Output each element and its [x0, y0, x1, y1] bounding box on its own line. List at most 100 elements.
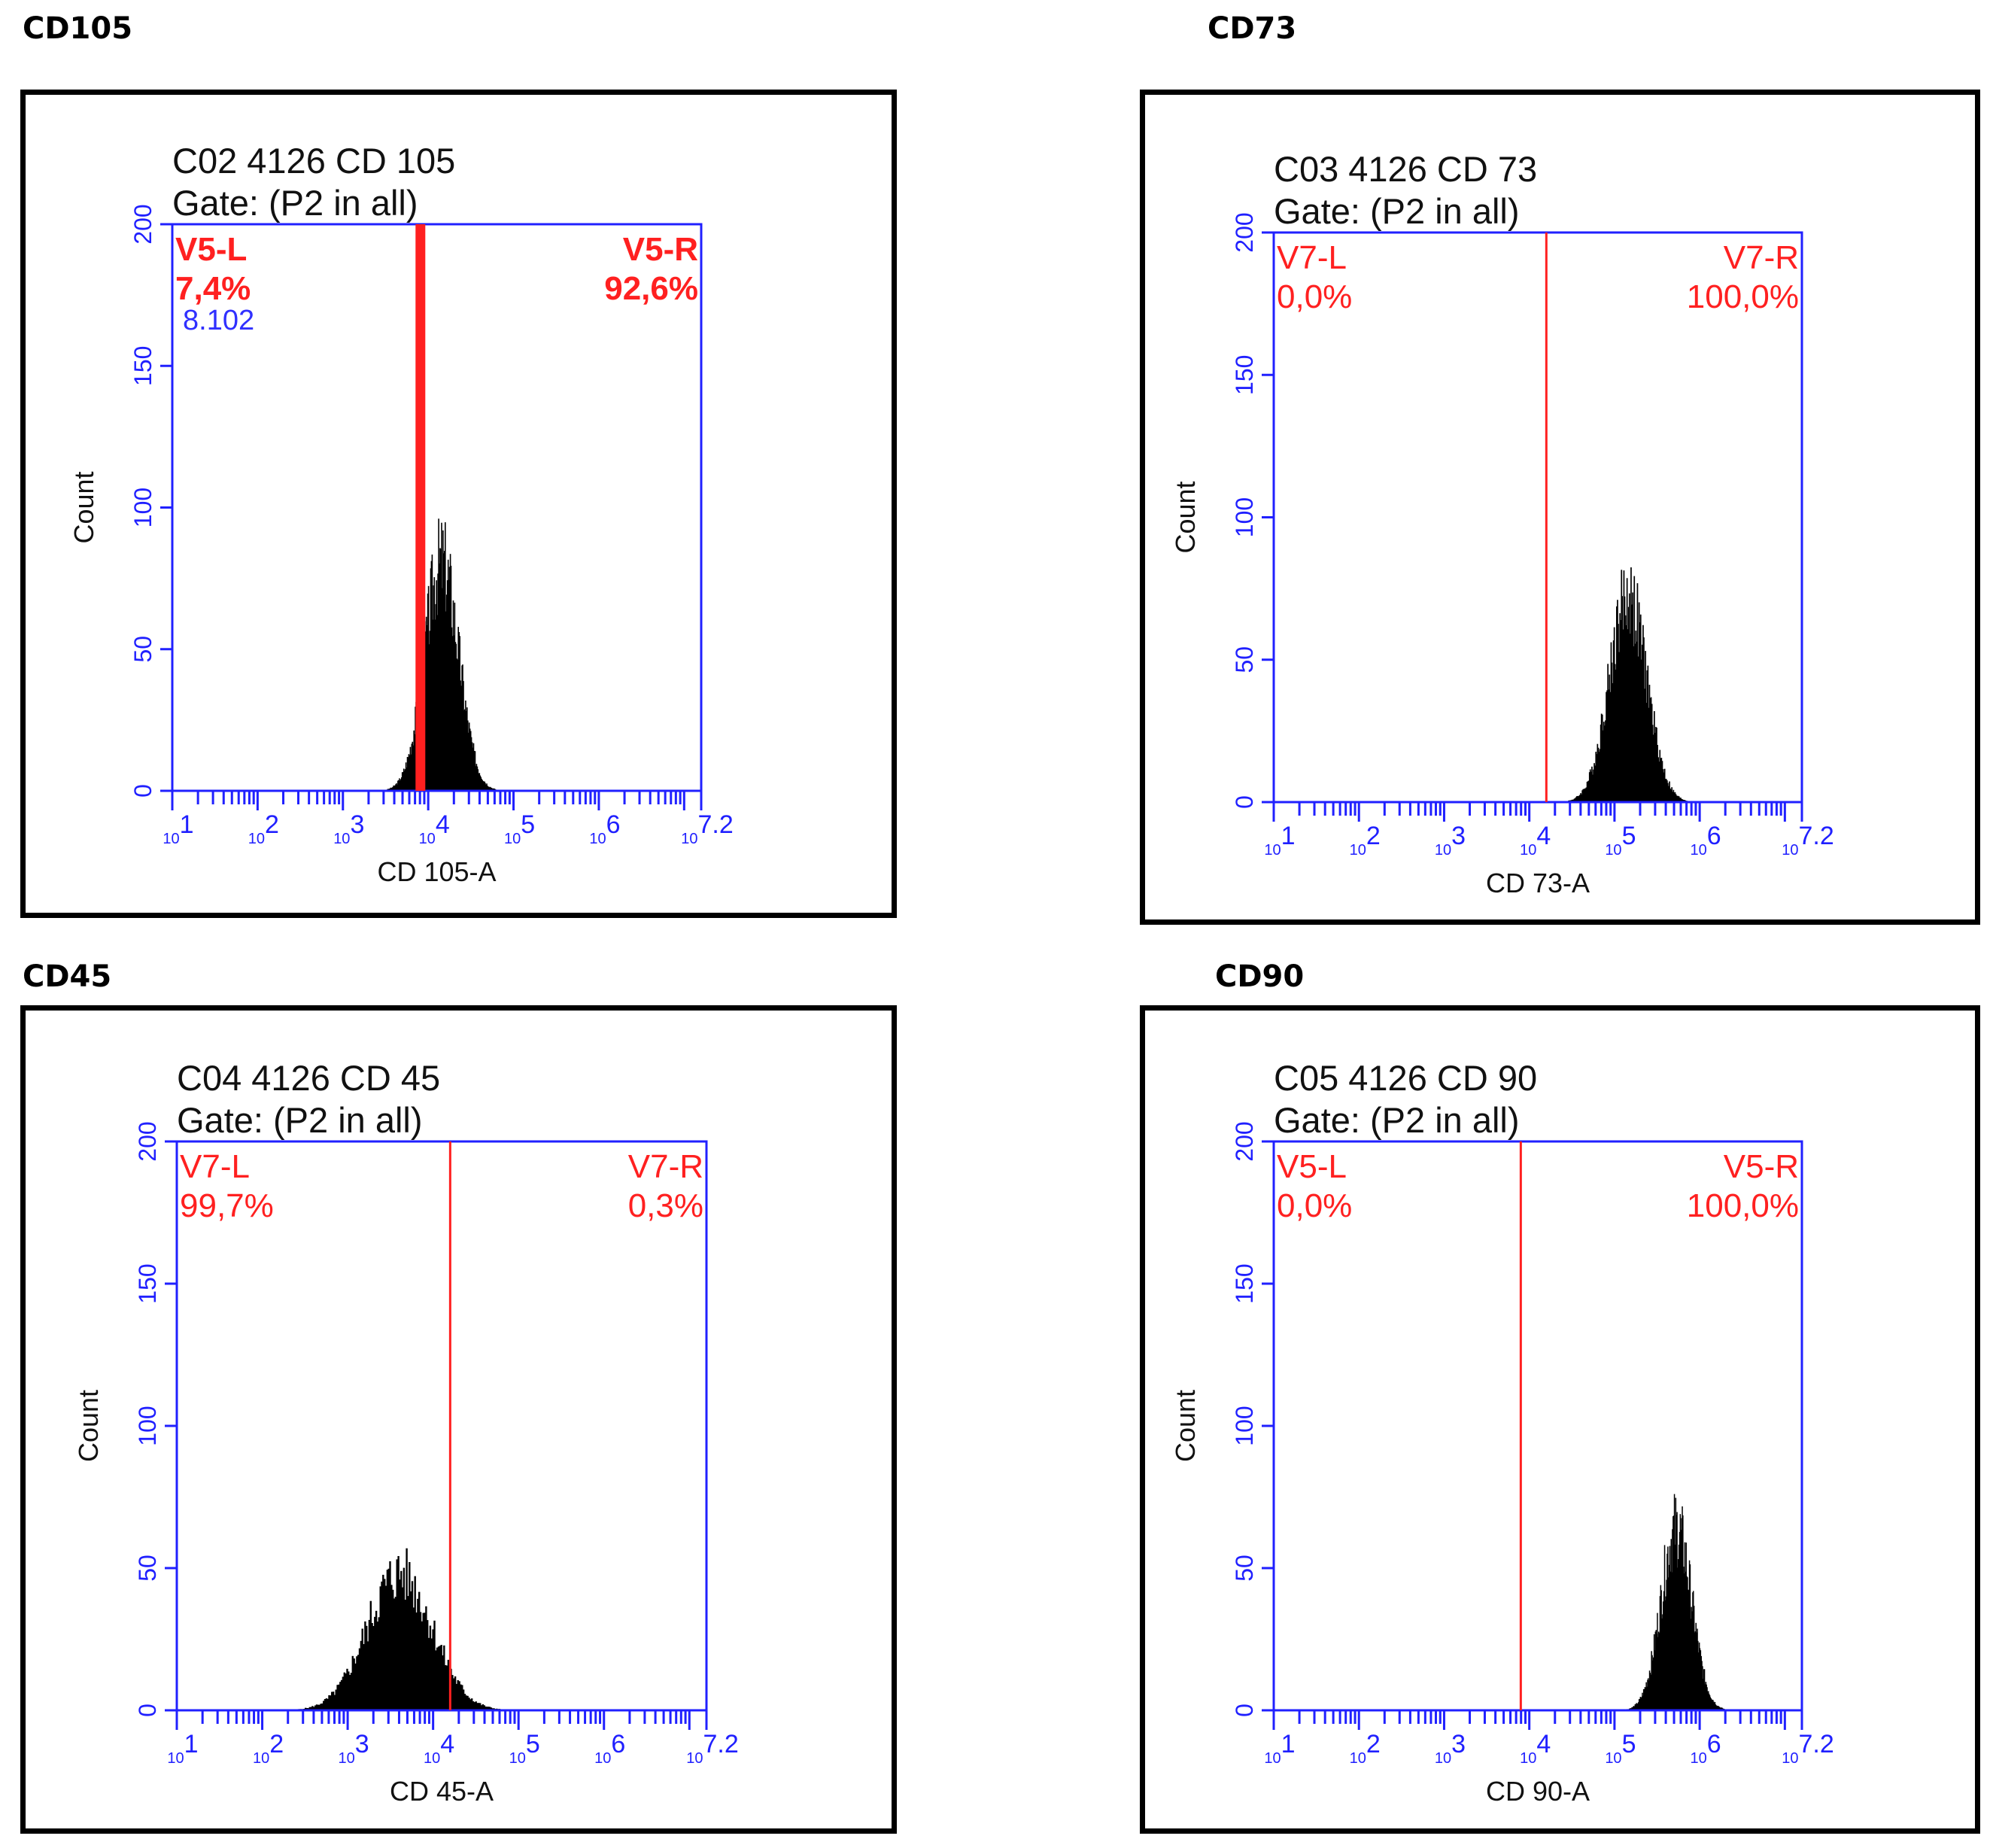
histogram-bin [466, 707, 468, 791]
histogram-bin [478, 773, 480, 791]
histogram-bin [1671, 787, 1672, 802]
histogram-bin [369, 1600, 372, 1710]
panel-cd105: C02 4126 CD 105 Gate: (P2 in all) 0 50 100 15… [20, 90, 897, 918]
histogram-bin [342, 1676, 345, 1710]
histogram-bin [421, 1621, 424, 1710]
histogram-bin [1709, 1697, 1712, 1710]
y-tick-label: 100 [129, 488, 156, 527]
histogram-bin [1648, 1678, 1649, 1710]
histogram-bin [486, 1707, 488, 1710]
histogram-bin [1711, 1699, 1712, 1710]
histogram-bin [360, 1640, 363, 1710]
x-tick-label: 106 [1691, 822, 1721, 859]
x-tick-label: 107.2 [1782, 822, 1834, 859]
histogram-bin [1596, 754, 1598, 802]
histogram-bin [411, 743, 413, 791]
x-tick-label: 102 [253, 1730, 284, 1767]
histogram-bin [400, 1570, 403, 1710]
histogram-bin [346, 1668, 348, 1710]
gate-name-right: V7-R [1724, 239, 1799, 276]
histogram-bin [1610, 642, 1612, 802]
histogram-bin [317, 1704, 319, 1710]
histogram-bin [1703, 1669, 1705, 1710]
histogram-bin [482, 780, 484, 791]
y-tick-label: 50 [1231, 1555, 1258, 1582]
histogram-bin [454, 642, 457, 791]
histogram-bin [427, 1637, 430, 1710]
histogram-bin [331, 1691, 333, 1710]
histogram-bin [490, 786, 491, 791]
histogram-bin [476, 766, 479, 791]
histogram-bin [393, 785, 395, 791]
histogram-bin [1593, 769, 1594, 802]
histogram-bin [1679, 798, 1681, 802]
histogram-bin [1580, 793, 1581, 802]
histogram-bin [1658, 761, 1660, 802]
histogram-bin [1659, 1596, 1661, 1710]
histogram-bin [392, 1589, 394, 1710]
histogram-bin [1632, 592, 1633, 802]
gate-value: 8.102 [183, 305, 254, 336]
histogram-bin [452, 600, 454, 791]
histogram-bin [348, 1675, 351, 1710]
histogram-bin [1655, 1630, 1657, 1710]
histogram-bin [1582, 789, 1584, 802]
histogram-bin [1619, 612, 1621, 802]
histogram-bin [465, 701, 466, 791]
y-tick-label: 200 [1231, 212, 1258, 252]
histogram-bin [382, 1574, 384, 1710]
histogram-bin [1627, 606, 1630, 802]
histogram-bin [477, 769, 479, 791]
histogram-bin [358, 1648, 361, 1710]
histogram-bin [456, 658, 458, 791]
histogram-bin [407, 757, 409, 791]
gate-percent-right: 100,0% [1687, 1187, 1799, 1224]
histogram-bin [469, 1699, 472, 1710]
histogram-bin [1691, 1611, 1693, 1710]
histogram-bin [490, 1707, 493, 1710]
histogram-bin [1633, 1707, 1636, 1710]
histogram-bin [330, 1695, 332, 1710]
histogram-bin [1653, 1634, 1655, 1710]
histogram-bin [328, 1695, 330, 1710]
histogram-bin [1647, 665, 1649, 802]
histogram-bin [1609, 674, 1611, 802]
histogram-bin [1630, 634, 1631, 802]
x-tick-label: 103 [333, 810, 364, 847]
histogram-bin [414, 734, 415, 791]
x-axis-label: CD 105-A [377, 856, 496, 887]
histogram-bin [1694, 1632, 1696, 1710]
histogram-bin [397, 1556, 400, 1710]
histogram-bin [1702, 1666, 1703, 1710]
histogram-bin [401, 777, 403, 791]
histogram-bin [1608, 689, 1610, 802]
histogram-bin [424, 1612, 426, 1710]
histogram-bin [445, 594, 448, 791]
histogram-bin [1611, 662, 1613, 802]
histogram-bin [1654, 1650, 1656, 1710]
histogram-bin [447, 1659, 450, 1710]
histogram-bin [432, 619, 434, 791]
histogram-bin [1581, 794, 1582, 802]
histogram-bin [305, 1707, 307, 1710]
histogram-bin [472, 743, 475, 791]
histogram-bin [1678, 1559, 1679, 1710]
histogram-bin [351, 1655, 354, 1710]
histogram-bin [430, 561, 433, 791]
histogram-bin [1656, 728, 1657, 802]
histogram-bin [354, 1663, 357, 1710]
histogram-bin [409, 755, 411, 791]
plot-frame [175, 1140, 708, 1712]
histogram-bin [1676, 1512, 1678, 1710]
histogram-bin [445, 1665, 447, 1710]
histogram-bin [1670, 789, 1672, 802]
histogram-bin [1718, 1707, 1721, 1710]
histogram-bin [404, 1600, 406, 1710]
gate-name-right: V5-R [623, 231, 698, 268]
histogram-bin [1584, 788, 1587, 802]
histogram-bin [1675, 794, 1677, 802]
histogram-bin [441, 522, 442, 791]
histogram-bin [1636, 583, 1639, 802]
histogram-bin [1643, 637, 1645, 802]
